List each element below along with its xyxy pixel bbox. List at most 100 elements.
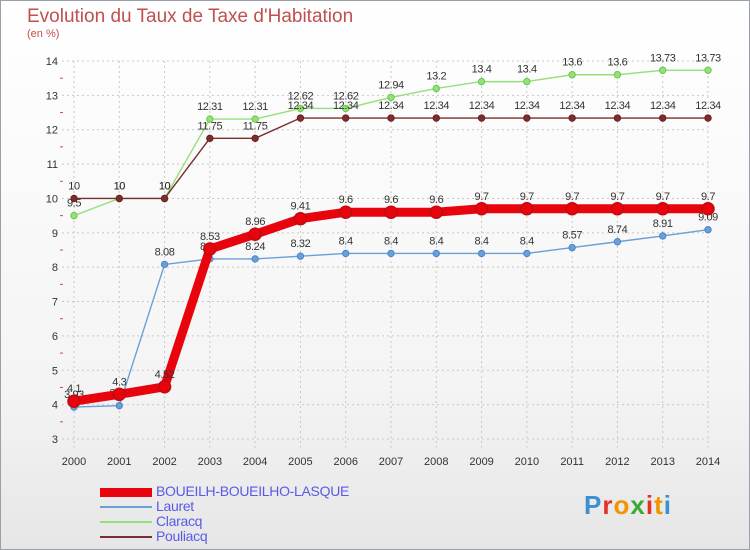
data-label: 13.4: [517, 64, 537, 76]
data-point: [115, 401, 123, 410]
y-tick-label: 7: [52, 297, 58, 309]
data-label: 8.4: [384, 235, 398, 247]
data-label: 13.6: [608, 57, 628, 69]
logo-letter: r: [602, 490, 614, 520]
data-label: 9.09: [698, 212, 718, 224]
legend-label: Lauret: [156, 498, 194, 514]
data-point: [610, 202, 625, 216]
data-point: [701, 202, 715, 216]
data-label: 10: [159, 180, 171, 192]
data-point: [523, 249, 531, 258]
data-point: [432, 84, 440, 93]
data-point: [613, 114, 622, 122]
data-point: [70, 194, 78, 203]
y-tick-label: 10: [46, 193, 58, 205]
data-point: [704, 114, 712, 122]
data-label: 4.3: [112, 376, 126, 388]
data-label: 13.73: [650, 52, 676, 64]
data-label: 12.34: [333, 100, 359, 112]
legend-swatch: [100, 487, 152, 497]
data-label: 4.52: [155, 369, 175, 381]
legend-label: BOUEILH-BOUEILHO-LASQUE: [156, 483, 350, 499]
data-label: 9.5: [67, 198, 81, 210]
x-tick-label: 2013: [650, 456, 674, 468]
data-point: [432, 114, 440, 122]
data-point: [432, 249, 440, 258]
data-label: 9.6: [339, 194, 353, 206]
data-label: 8.53: [200, 231, 220, 243]
series-pouliacq: 10 10 10 11.75 11.75 12.34 12.34 12.34 12.34 12.3…: [68, 100, 721, 203]
data-point: [429, 205, 444, 219]
data-label: 8.32: [291, 238, 311, 250]
data-point: [70, 211, 78, 220]
data-point: [160, 194, 169, 203]
data-label: 12.34: [288, 100, 314, 112]
data-label: 11.75: [197, 120, 222, 132]
x-tick-label: 2006: [333, 456, 357, 468]
y-tick-label: 6: [52, 331, 58, 343]
y-tick-label: 5: [52, 365, 58, 377]
data-label: 12.94: [378, 79, 404, 91]
data-point: [251, 255, 259, 263]
x-tick-label: 2000: [62, 456, 86, 468]
x-tick-label: 2005: [288, 456, 312, 468]
logo-letter: t: [654, 490, 664, 520]
data-point: [477, 77, 486, 86]
y-tick-label: 9: [52, 228, 58, 240]
data-label: 12.62: [288, 90, 314, 102]
data-point: [704, 66, 712, 74]
data-label: 8.08: [155, 246, 175, 258]
y-tick-label: 12: [46, 125, 58, 137]
data-point: [206, 134, 214, 143]
data-label: 12.34: [559, 100, 585, 112]
legend-label: Pouliacq: [156, 528, 208, 544]
data-point: [251, 115, 259, 123]
x-tick-label: 2009: [469, 456, 493, 468]
data-label: 12.34: [695, 100, 721, 112]
data-label: 8.4: [520, 235, 534, 247]
x-tick-label: 2003: [198, 456, 222, 468]
data-label: 13.4: [472, 64, 492, 76]
data-label: 12.34: [378, 100, 404, 112]
data-point: [296, 252, 305, 260]
data-label: 8.4: [339, 235, 353, 247]
data-point: [387, 249, 395, 258]
data-label: 13.6: [562, 57, 582, 69]
y-tick-label: 3: [52, 434, 58, 446]
data-point: [520, 202, 534, 216]
data-label: 12.34: [424, 100, 450, 112]
data-point: [523, 77, 531, 86]
data-point: [203, 242, 217, 256]
legend-swatch: [100, 536, 152, 538]
legend-swatch: [100, 521, 152, 523]
data-point: [523, 114, 531, 122]
data-point: [160, 260, 169, 269]
data-point: [296, 104, 305, 113]
data-label: 10: [159, 180, 171, 192]
data-label: 9.41: [291, 201, 311, 213]
x-tick-label: 2007: [379, 456, 403, 468]
series-boueilh-boueilho-lasque: 4.1 4.3 4.52 8.53 8.96 9.41 9.6 9.6 9.6 9.7 9.7 9.7…: [67, 191, 716, 408]
data-label: 8.24: [245, 241, 265, 253]
legend-swatch: [100, 506, 152, 508]
x-tick-label: 2008: [424, 456, 448, 468]
logo-letter: P: [584, 490, 603, 520]
data-label: 8.91: [653, 218, 673, 230]
logo-letter: i: [663, 490, 672, 520]
data-point: [655, 202, 670, 216]
data-point: [568, 71, 576, 79]
data-point: [248, 227, 262, 241]
data-point: [342, 104, 350, 113]
x-tick-label: 2014: [696, 456, 720, 468]
data-label: 11.75: [243, 120, 268, 132]
data-label: 9.7: [520, 191, 534, 203]
data-point: [474, 202, 489, 216]
y-tick-label: 13: [46, 90, 58, 102]
data-label: 13.2: [426, 70, 446, 82]
data-label: 9.7: [475, 191, 489, 203]
series-claracq: 9.5 10 10 12.31 12.31 12.62 12.62 12.94 13.2 13.4…: [67, 52, 721, 220]
legend-label: Claracq: [156, 513, 203, 529]
data-label: 12.62: [333, 90, 359, 102]
